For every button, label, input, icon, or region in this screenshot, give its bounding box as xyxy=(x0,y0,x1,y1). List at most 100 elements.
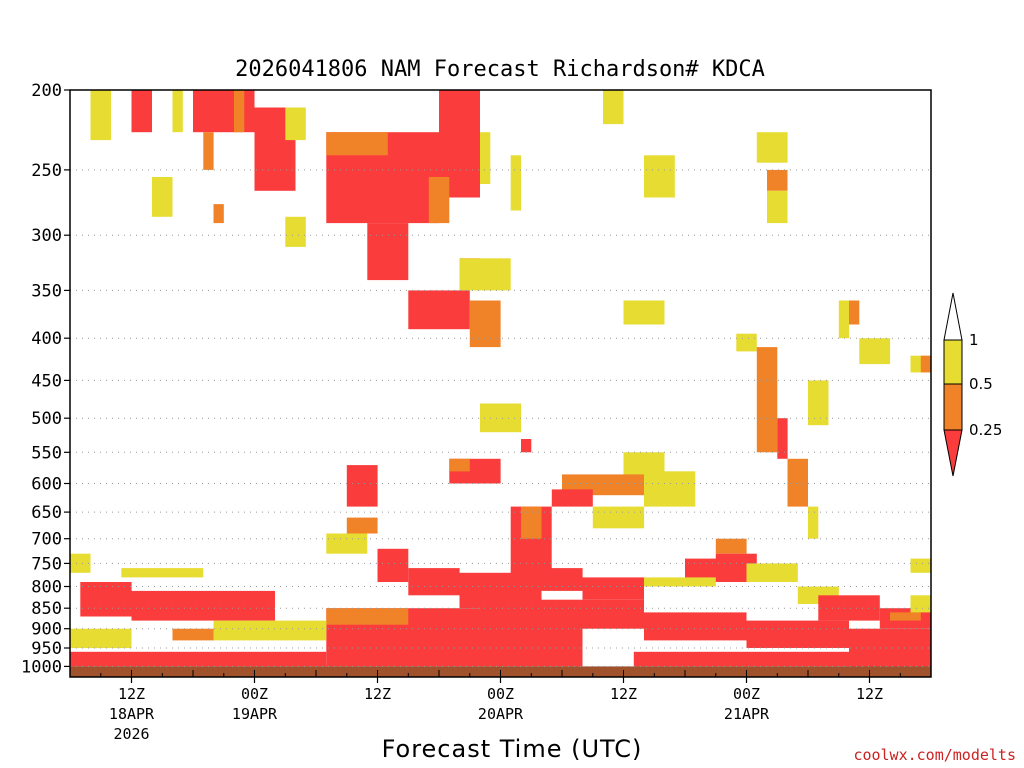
y-tick-label: 250 xyxy=(31,161,62,181)
heatmap-cell-yellow xyxy=(285,216,306,247)
legend-label: 0.25 xyxy=(969,421,1002,439)
y-tick-label: 450 xyxy=(31,371,62,391)
y-tick-label: 900 xyxy=(31,620,62,640)
heatmap-cell-yellow xyxy=(756,132,788,163)
heatmap-cell-red xyxy=(531,568,583,591)
heatmap-cell-yellow xyxy=(510,155,521,211)
y-tick-label: 600 xyxy=(31,475,62,495)
y-tick-label: 350 xyxy=(31,281,62,301)
heatmap-cell-red xyxy=(131,590,275,621)
heatmap-cell-yellow xyxy=(746,563,798,582)
heatmap-cell-orange xyxy=(346,517,378,534)
heatmap-cell-orange xyxy=(428,177,450,224)
heatmap-cell-red xyxy=(408,290,470,330)
heatmap-cell-yellow xyxy=(480,132,491,184)
x-tick-label: 12Z xyxy=(118,685,145,703)
y-tick-label: 1000 xyxy=(21,657,62,677)
y-tick-label: 950 xyxy=(31,639,62,659)
heatmap-cell-orange xyxy=(449,458,470,472)
y-tick-label: 800 xyxy=(31,578,62,598)
heatmap-cell-red xyxy=(408,568,460,596)
heatmap-cell-yellow xyxy=(808,506,819,539)
y-tick-label: 850 xyxy=(31,599,62,619)
heatmap-cell-red xyxy=(70,651,327,667)
heatmap-cell-yellow xyxy=(603,90,624,125)
heatmap-cell-orange xyxy=(715,538,747,554)
heatmap-cell-orange xyxy=(172,628,214,641)
heatmap-cell-orange xyxy=(213,204,224,224)
heatmap-cell-orange xyxy=(234,90,245,133)
heatmap-cell-red xyxy=(521,439,532,453)
y-tick-label: 550 xyxy=(31,443,62,463)
heatmap-cell-yellow xyxy=(644,577,685,587)
x-tick-label: 12Z xyxy=(856,685,883,703)
x-tick-date: 21APR xyxy=(724,705,770,723)
heatmap-cell-orange xyxy=(521,506,542,539)
y-tick-label: 300 xyxy=(31,226,62,246)
heatmap-cell-red xyxy=(818,595,880,621)
legend-swatch-yellow xyxy=(943,339,963,385)
heatmap-cell-orange xyxy=(326,132,388,156)
heatmap-cell-yellow xyxy=(459,258,511,291)
y-axis-ticks: 200 250 300 350 400 450 500 550 600 650 700 750 8008… xyxy=(21,81,70,677)
chart-title: 2026041806 NAM Forecast Richardson# KDCA xyxy=(235,57,765,82)
x-tick-label: 12Z xyxy=(610,685,637,703)
heatmap-cell-red xyxy=(582,599,644,629)
heatmap-cell-red xyxy=(193,90,255,133)
heatmap-cell-yellow xyxy=(121,568,204,578)
heatmap-cell-yellow xyxy=(910,558,931,573)
credit-text: coolwx.com/modelts xyxy=(853,746,1016,764)
heatmap-cell-yellow xyxy=(90,90,111,141)
heatmap-cell-red xyxy=(80,582,132,617)
heatmap-cell-yellow xyxy=(859,338,891,365)
heatmap-cell-yellow xyxy=(285,107,306,141)
heatmap-cell-orange xyxy=(203,132,214,170)
heatmap-cell-red xyxy=(633,651,932,667)
heatmap-cell-red xyxy=(480,599,583,667)
legend-swatch-red xyxy=(943,429,963,477)
heatmap-cell-orange xyxy=(787,458,808,507)
x-tick-label: 00Z xyxy=(733,685,760,703)
x-axis-ticks: 12Z 18APR 2026 00Z 19APR 12Z 00Z 20APR 12Z 00Z 21A… xyxy=(69,670,932,743)
heatmap-cell-red xyxy=(131,90,152,133)
heatmap-cell-yellow xyxy=(910,595,931,613)
y-tick-label: 400 xyxy=(31,329,62,349)
heatmap-cell-red xyxy=(377,548,409,582)
y-tick-label: 650 xyxy=(31,503,62,523)
heatmap-cell-red xyxy=(777,418,788,459)
heatmap-cell-yellow xyxy=(172,90,183,133)
heatmap-cell-yellow xyxy=(70,553,91,573)
x-tick-date: 18APR xyxy=(109,705,155,723)
heatmap-cell-yellow xyxy=(644,155,675,198)
x-axis-label: Forecast Time (UTC) xyxy=(382,735,643,763)
legend-swatch-orange xyxy=(943,383,963,431)
heatmap-cell-yellow xyxy=(685,577,716,587)
heatmap-cell-red xyxy=(746,620,849,648)
heatmap-cell-orange xyxy=(890,612,921,621)
x-tick-year: 2026 xyxy=(113,725,149,743)
legend: 1 0.5 0.25 xyxy=(943,292,1002,477)
heatmap-cell-yellow xyxy=(152,177,173,217)
y-tick-label: 750 xyxy=(31,554,62,574)
heatmap-cell-yellow xyxy=(808,380,829,426)
heatmap-cell-yellow xyxy=(592,506,645,529)
x-tick-label: 00Z xyxy=(487,685,514,703)
heatmap-cell-yellow xyxy=(326,533,368,554)
heatmap-cell-orange xyxy=(469,300,501,348)
legend-label: 0.5 xyxy=(969,375,993,393)
heatmap-cell-red xyxy=(551,489,593,507)
x-tick-date: 19APR xyxy=(232,705,278,723)
heatmap-cell-red xyxy=(346,465,378,507)
heatmap-cell-yellow xyxy=(736,333,757,352)
heatmap-cells xyxy=(70,90,932,667)
heatmap-cell-yellow xyxy=(213,620,327,641)
y-tick-label: 500 xyxy=(31,409,62,429)
heatmap-cell-red xyxy=(582,577,644,600)
x-tick-label: 00Z xyxy=(241,685,268,703)
x-tick-date: 20APR xyxy=(478,705,524,723)
y-tick-label: 700 xyxy=(31,530,62,550)
heatmap-cell-orange xyxy=(767,169,788,191)
heatmap-cell-red xyxy=(367,223,409,281)
